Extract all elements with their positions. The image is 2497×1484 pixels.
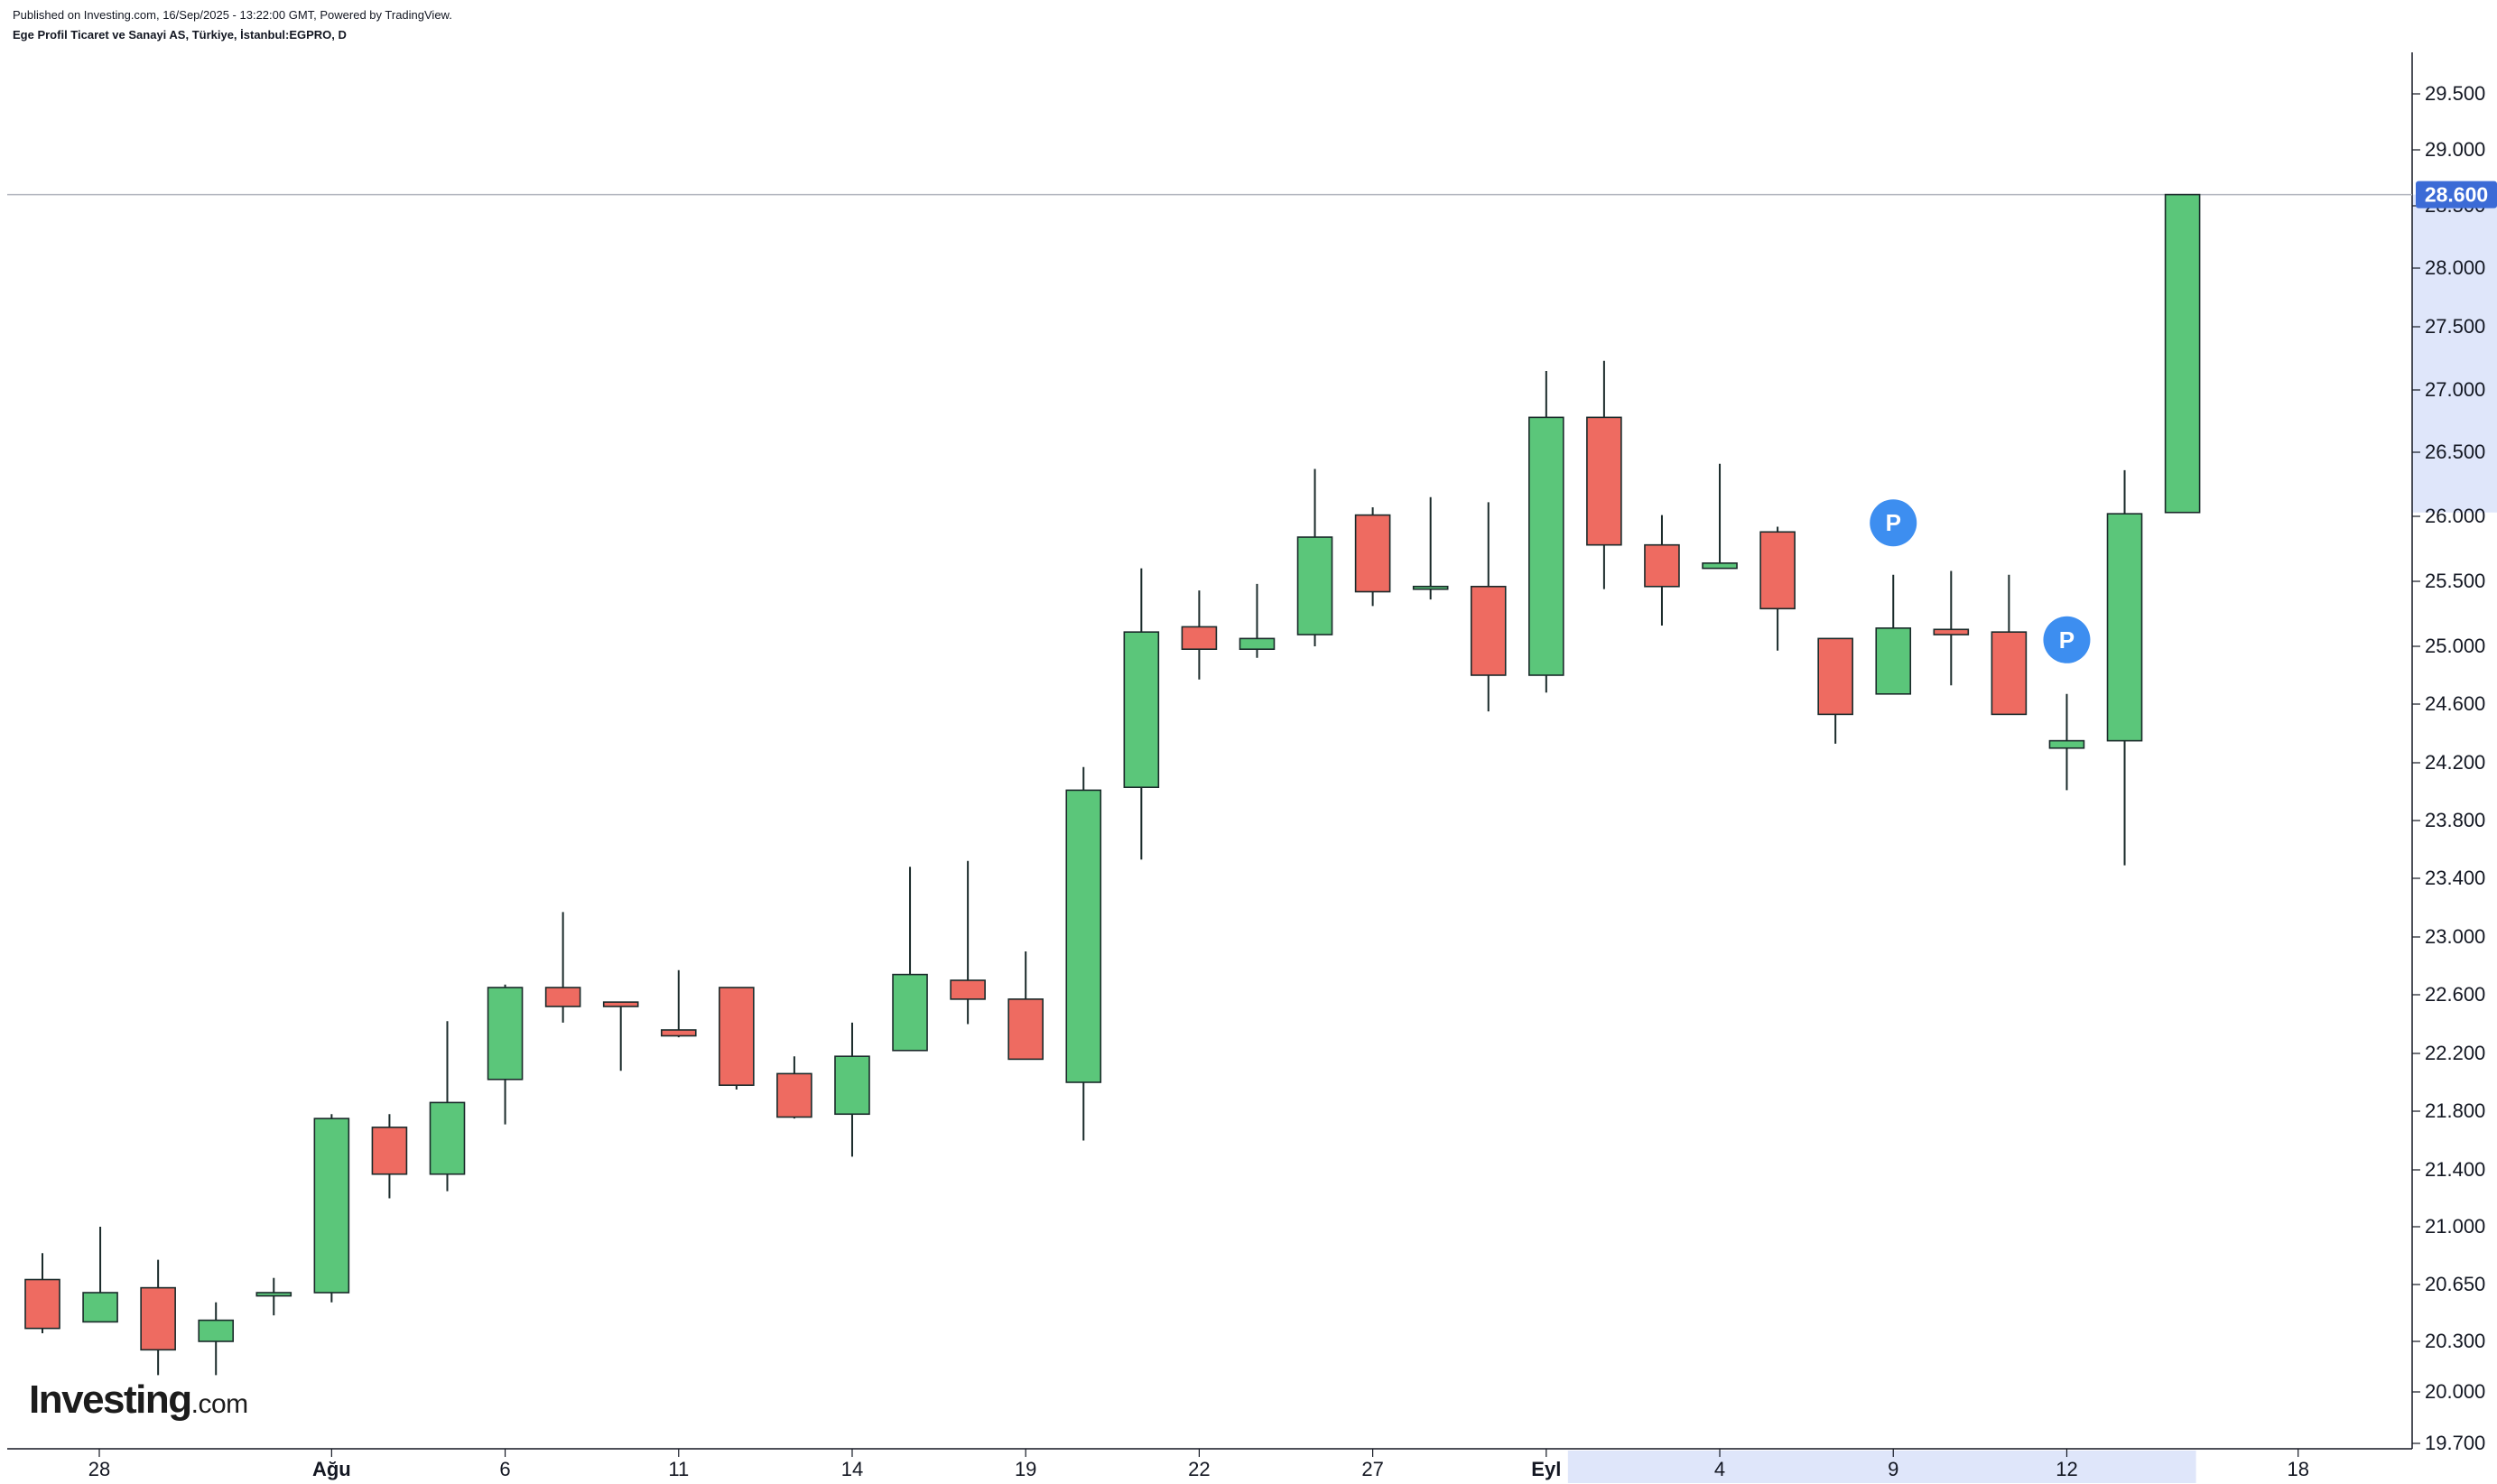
candle-body-down (602, 1001, 639, 1007)
time-tick-label: 28 (88, 1458, 110, 1480)
candle-body-down (1759, 531, 1796, 610)
candle-body-down (140, 1286, 176, 1351)
candle-body-down (371, 1127, 408, 1175)
candle-body-down (950, 979, 986, 1000)
candle-body-down (1470, 585, 1507, 676)
price-tick-label: 21.400 (2425, 1158, 2485, 1181)
candle-body-up (2048, 739, 2085, 749)
time-axis-highlight (1567, 1451, 2196, 1483)
price-tick-label: 25.500 (2425, 570, 2485, 592)
candle-body-up (1239, 637, 1276, 650)
candle-body-down (1007, 998, 1044, 1061)
candle-body-down (1181, 626, 1218, 651)
candle-body-up (1296, 536, 1333, 635)
candle-body-down (1991, 631, 2028, 716)
candle-body-up (429, 1101, 466, 1175)
price-tick-label: 27.500 (2425, 315, 2485, 338)
price-tick-label: 26.500 (2425, 441, 2485, 463)
price-tick-label: 22.600 (2425, 983, 2485, 1006)
price-tick-label: 24.600 (2425, 692, 2485, 715)
candle-body-up (834, 1055, 870, 1116)
candle-body-up (1702, 562, 1738, 570)
candle-body-down (1817, 637, 1853, 716)
last-price-badge (2416, 181, 2497, 209)
candle-body-down (544, 987, 581, 1007)
pivot-marker-label: P (2059, 626, 2075, 654)
candle-body-up (82, 1292, 118, 1323)
candle-body-down (719, 987, 755, 1086)
candle-body-up (1065, 789, 1102, 1083)
candle-body-up (1875, 627, 1912, 695)
last-price-label: 28.600 (2425, 183, 2488, 207)
candle-body-up (1412, 585, 1449, 590)
candle-body-down (24, 1278, 60, 1330)
time-tick-label: 22 (1188, 1458, 1210, 1480)
candle-body-up (487, 987, 524, 1081)
candle-body-up (255, 1292, 292, 1297)
price-tick-label: 23.000 (2425, 925, 2485, 948)
candle-body-up (1528, 416, 1564, 676)
candle-body-up (2164, 193, 2201, 514)
chart-header: Published on Investing.com, 16/Sep/2025 … (13, 7, 452, 43)
logo-brand: Investing (29, 1377, 192, 1422)
candle-body-down (1933, 628, 1970, 635)
pivot-marker-label: P (1886, 509, 1901, 536)
price-tick-label: 29.000 (2425, 138, 2485, 161)
candle-body-down (1644, 543, 1680, 588)
price-tick-label: 27.000 (2425, 378, 2485, 401)
price-tick-label: 21.000 (2425, 1215, 2485, 1238)
candle-body-down (1354, 514, 1391, 593)
time-tick-label: 6 (499, 1458, 510, 1480)
logo-suffix: .com (190, 1389, 249, 1419)
time-tick-label: 12 (2056, 1458, 2077, 1480)
price-tick-label: 23.400 (2425, 867, 2485, 889)
time-tick-label: 19 (1015, 1458, 1036, 1480)
time-tick-label: 11 (668, 1458, 689, 1480)
time-tick-label: 9 (1888, 1458, 1898, 1480)
price-tick-label: 22.200 (2425, 1042, 2485, 1064)
candle-body-down (776, 1072, 812, 1118)
time-tick-label: 27 (1361, 1458, 1383, 1480)
time-tick-label: 18 (2287, 1458, 2308, 1480)
time-tick-label: 14 (841, 1458, 863, 1480)
time-tick-label: Eyl (1531, 1458, 1561, 1480)
price-tick-label: 19.700 (2425, 1432, 2485, 1454)
candle-body-up (2106, 513, 2143, 742)
price-tick-label: 21.800 (2425, 1099, 2485, 1122)
time-tick-label: Ağu (312, 1458, 351, 1480)
price-tick-label: 20.000 (2425, 1380, 2485, 1403)
candle-body-down (660, 1029, 697, 1037)
price-tick-label: 24.200 (2425, 751, 2485, 774)
price-tick-label: 28.000 (2425, 256, 2485, 279)
candle-body-down (1586, 416, 1622, 546)
price-tick-label: 20.300 (2425, 1330, 2485, 1352)
investing-logo: Investing.com (29, 1377, 248, 1423)
price-tick-label: 26.000 (2425, 505, 2485, 527)
price-tick-label: 20.650 (2425, 1273, 2485, 1295)
price-tick-label: 29.500 (2425, 82, 2485, 105)
time-tick-label: 4 (1714, 1458, 1725, 1480)
candle-body-up (198, 1319, 235, 1342)
instrument-title: Ege Profil Ticaret ve Sanayi AS, Türkiye… (13, 28, 347, 42)
candle-body-up (892, 973, 928, 1052)
price-tick-label: 25.000 (2425, 635, 2485, 657)
pivot-marker (2043, 616, 2091, 663)
candle-body-up (1123, 631, 1160, 788)
pivot-marker (1870, 499, 1917, 547)
published-note: Published on Investing.com, 16/Sep/2025 … (13, 8, 452, 22)
price-tick-label: 23.800 (2425, 809, 2485, 831)
price-axis-highlight (2412, 194, 2497, 513)
candle-body-up (313, 1118, 350, 1294)
